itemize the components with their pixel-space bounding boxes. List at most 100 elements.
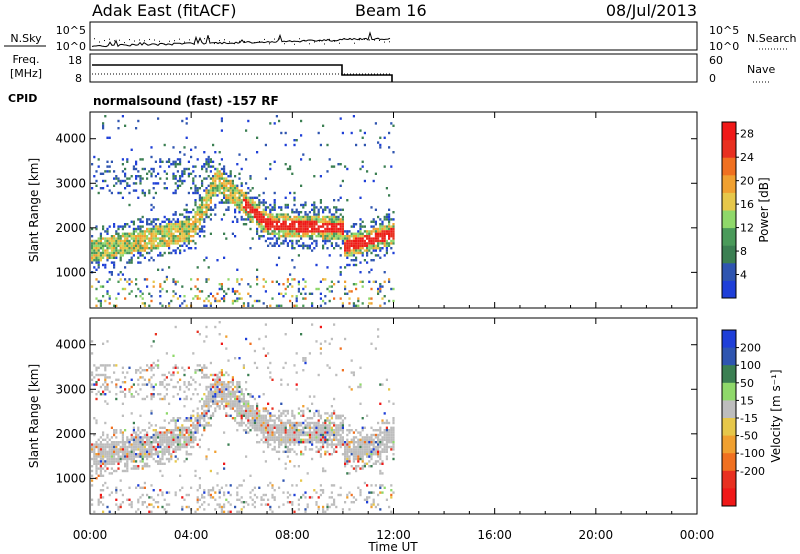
echo-cell — [218, 383, 221, 386]
echo-cell — [328, 426, 331, 429]
echo-cell — [280, 421, 283, 425]
echo-cell — [102, 455, 105, 458]
echo-cell — [361, 441, 364, 444]
echo-cell — [392, 218, 395, 221]
echo-cell — [302, 287, 305, 291]
echo-cell — [379, 462, 382, 465]
echo-cell — [262, 211, 265, 214]
echo-cell — [284, 213, 287, 216]
echo-cell — [95, 227, 98, 231]
echo-cell — [304, 230, 307, 233]
echo-cell — [152, 167, 155, 171]
echo-cell — [229, 503, 232, 506]
nsearch-point — [194, 43, 195, 45]
echo-cell — [137, 433, 140, 437]
echo-cell — [339, 218, 342, 221]
echo-cell — [148, 496, 151, 499]
echo-cell — [256, 496, 259, 499]
echo-cell — [205, 400, 208, 403]
echo-cell — [348, 472, 351, 475]
echo-cell — [313, 436, 316, 439]
echo-cell — [216, 378, 219, 381]
echo-cell — [385, 239, 388, 243]
echo-cell — [181, 431, 184, 434]
echo-cell — [119, 254, 122, 257]
echo-cell — [170, 242, 173, 245]
echo-cell — [117, 455, 120, 458]
echo-cell — [110, 242, 113, 245]
echo-cell — [260, 424, 263, 427]
echo-cell — [187, 493, 190, 497]
echo-cell — [91, 474, 94, 477]
echo-cell — [381, 230, 384, 233]
echo-cell — [223, 170, 226, 173]
echo-cell — [181, 172, 184, 175]
echo-cell — [293, 421, 296, 425]
echo-cell — [346, 239, 349, 243]
echo-cell — [214, 191, 217, 195]
echo-cell — [322, 223, 325, 226]
echo-cell — [130, 385, 133, 389]
echo-cell — [170, 239, 173, 243]
echo-cell — [212, 160, 215, 163]
echo-cell — [273, 244, 276, 247]
echo-cell — [317, 215, 320, 219]
echo-cell — [207, 196, 210, 199]
echo-cell — [97, 254, 100, 257]
echo-cell — [231, 383, 234, 386]
echo-cell — [273, 414, 276, 417]
echo-cell — [119, 179, 122, 183]
echo-cell — [286, 278, 289, 281]
echo-cell — [357, 230, 360, 233]
echo-cell — [291, 244, 294, 247]
echo-cell — [176, 237, 179, 240]
echo-cell — [102, 448, 105, 451]
echo-cell — [126, 448, 129, 451]
echo-cell — [201, 369, 204, 372]
echo-cell — [236, 409, 239, 413]
echo-cell — [137, 448, 140, 451]
echo-cell — [174, 450, 177, 453]
echo-cell — [132, 467, 135, 470]
echo-cell — [284, 414, 287, 417]
echo-cell — [278, 218, 281, 221]
echo-cell — [95, 239, 98, 243]
echo-cell — [99, 467, 102, 470]
echo-cell — [126, 242, 129, 245]
echo-cell — [253, 213, 256, 216]
echo-cell — [379, 455, 382, 458]
echo-cell — [220, 172, 223, 175]
echo-cell — [196, 364, 199, 367]
echo-cell — [238, 395, 241, 398]
echo-cell — [278, 419, 281, 422]
echo-cell — [262, 201, 265, 204]
echo-cell — [302, 244, 305, 247]
echo-cell — [152, 433, 155, 437]
echo-cell — [315, 501, 318, 504]
echo-cell — [108, 136, 111, 139]
echo-cell — [339, 184, 342, 187]
echo-cell — [132, 237, 135, 240]
echo-cell — [273, 206, 276, 209]
echo-cell — [319, 206, 322, 209]
echo-cell — [183, 179, 186, 183]
echo-cell — [337, 199, 340, 202]
echo-cell — [102, 242, 105, 245]
echo-cell — [108, 448, 111, 451]
echo-cell — [218, 390, 221, 393]
echo-cell — [203, 259, 206, 262]
echo-cell — [148, 436, 151, 439]
echo-cell — [311, 443, 314, 446]
echo-cell — [135, 295, 138, 298]
echo-cell — [242, 421, 245, 425]
echo-cell — [176, 438, 179, 441]
echo-cell — [238, 402, 241, 405]
echo-cell — [104, 251, 107, 255]
echo-cell — [110, 244, 113, 247]
beam-title: Beam 16 — [355, 1, 427, 20]
echo-cell — [251, 414, 254, 417]
echo-cell — [311, 237, 314, 240]
echo-cell — [203, 402, 206, 405]
echo-cell — [330, 223, 333, 226]
echo-cell — [357, 244, 360, 247]
